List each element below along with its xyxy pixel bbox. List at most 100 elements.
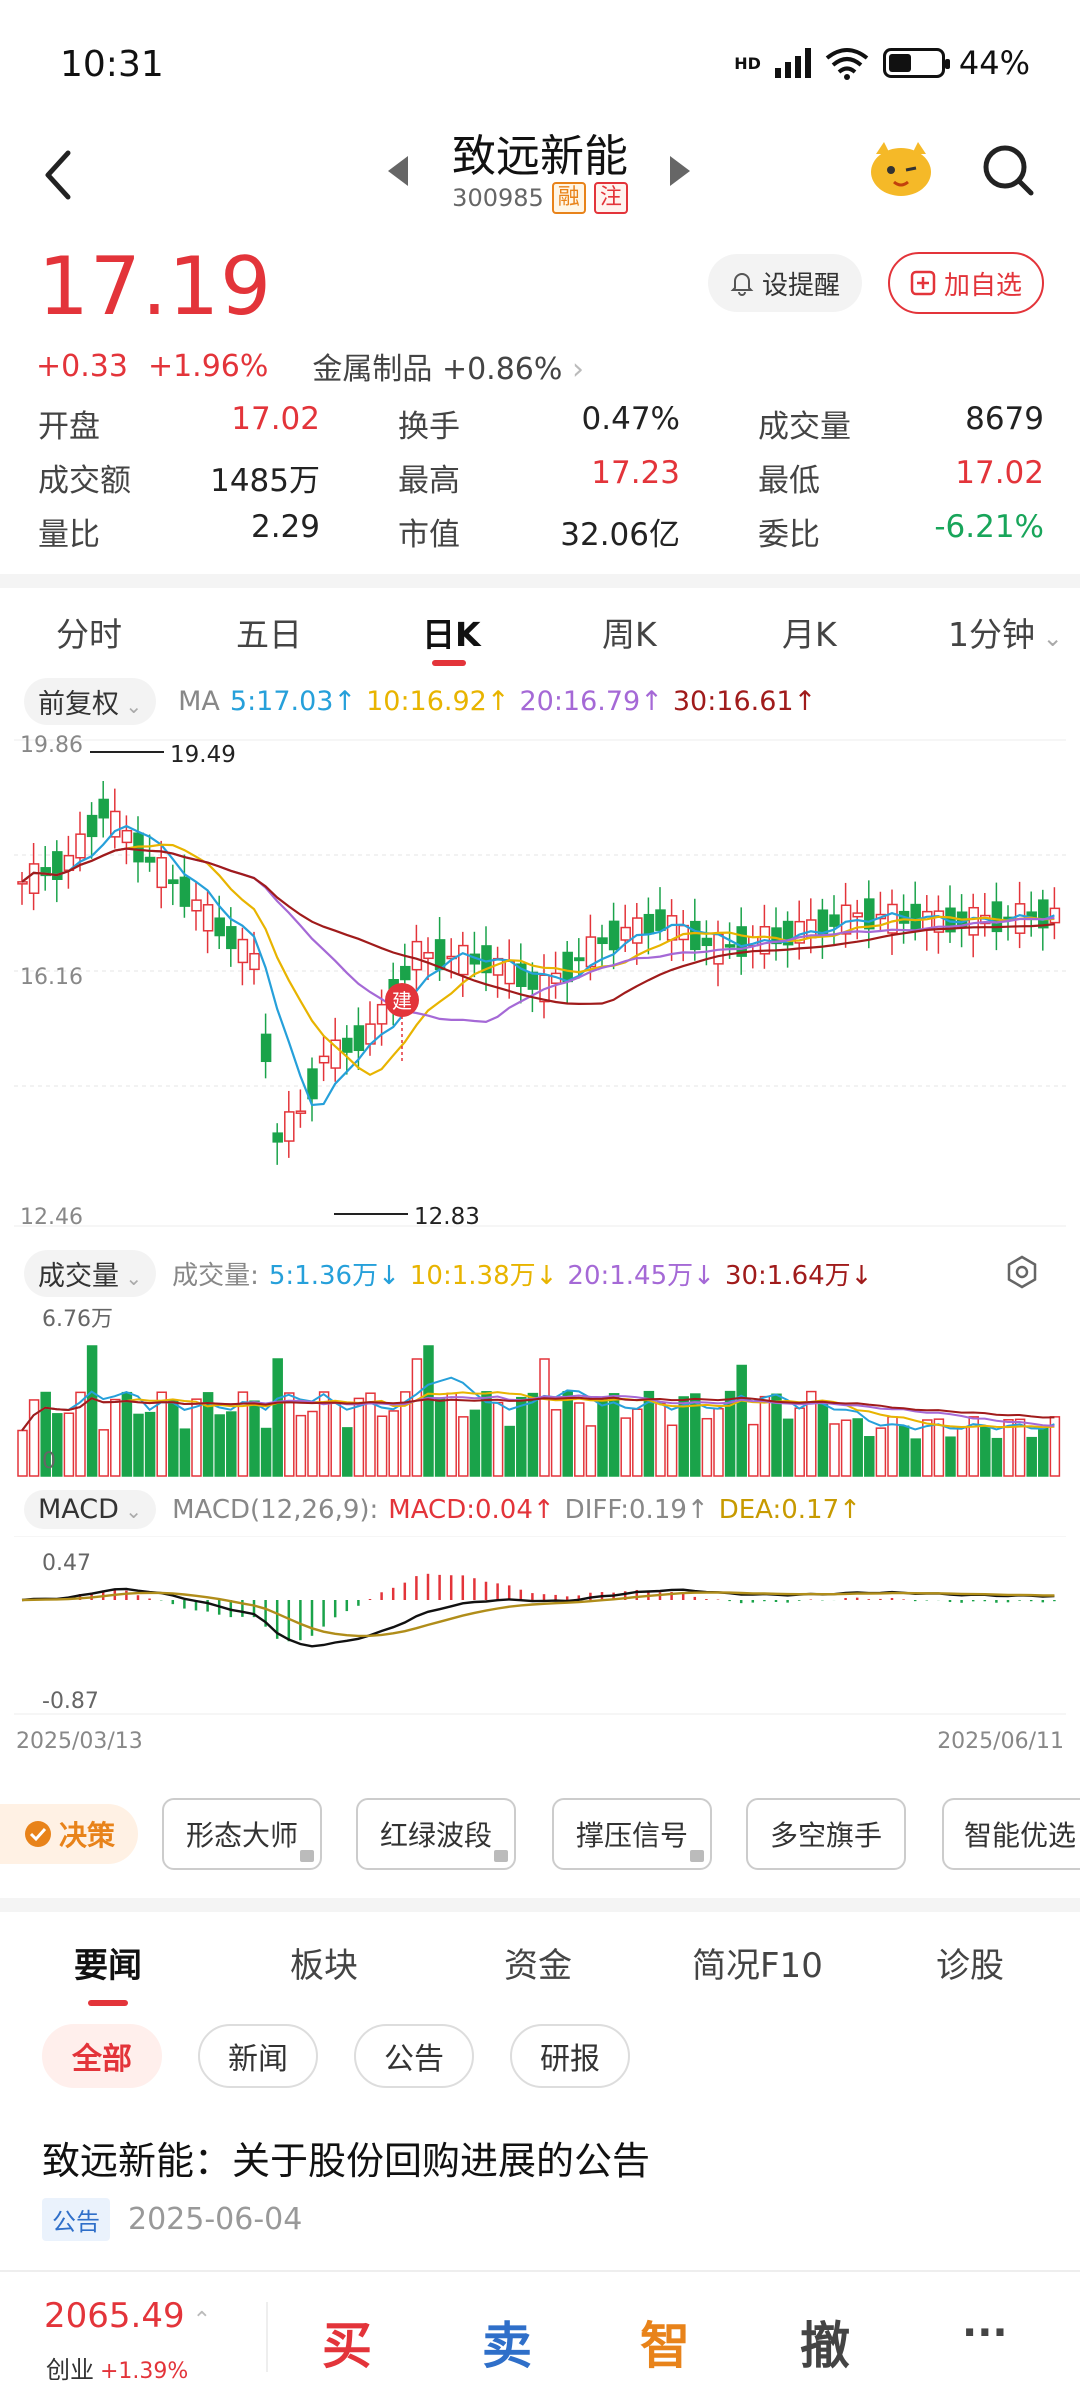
candle-body [690, 920, 701, 951]
date-start: 2025/03/13 [16, 1729, 143, 1754]
volume-bar [28, 1399, 40, 1477]
tool-red-green-band[interactable]: 红绿波段 [356, 1798, 516, 1870]
news-item-title[interactable]: 致远新能：关于股份回购进展的公告 [42, 2139, 651, 2183]
quote-label: 换手 [398, 408, 460, 445]
index-value[interactable]: 2065.49 ⌃ [44, 2296, 211, 2336]
quote-label: 最高 [398, 462, 460, 499]
candle-body [202, 904, 214, 932]
tab-diagnosis[interactable]: 诊股 [936, 1946, 1004, 1986]
chevron-down-icon: ⌄ [119, 1266, 143, 1290]
volume-bar [423, 1345, 434, 1477]
tool-support-signal[interactable]: 撑压信号 [552, 1798, 712, 1870]
sell-button[interactable]: 卖 [482, 2317, 532, 2375]
volume-chart[interactable]: 6.76万 0 [0, 1296, 1080, 1480]
diff-value: DIFF:0.19↑ [564, 1494, 709, 1525]
tool-bull-bear[interactable]: 多空旗手 [746, 1798, 906, 1870]
filter-all[interactable]: 全部 [42, 2024, 162, 2088]
volume-bar [620, 1417, 631, 1477]
lock-icon [494, 1850, 508, 1862]
industry-link[interactable]: 金属制品 +0.86% › [312, 344, 584, 388]
candle-body [736, 926, 747, 957]
margin-tag: 融 [551, 182, 586, 214]
candle-body [28, 863, 40, 894]
candle-body [829, 914, 840, 927]
set-reminder-button[interactable]: 设提醒 [708, 254, 862, 312]
candle-body [86, 814, 98, 838]
decision-button[interactable]: 决策 [0, 1804, 138, 1864]
status-time: 10:31 [60, 44, 164, 85]
volume-bar [226, 1411, 237, 1477]
tab-five-day[interactable]: 五日 [236, 615, 302, 654]
candle-body [632, 917, 643, 944]
check-circle-icon [24, 1821, 51, 1847]
smart-button[interactable]: 智 [640, 2317, 690, 2375]
tab-f10[interactable]: 简况F10 [692, 1946, 823, 1986]
filter-news[interactable]: 新闻 [198, 2024, 318, 2088]
tab-timeshare[interactable]: 分时 [56, 615, 122, 654]
macd-select[interactable]: MACD ⌄ [24, 1490, 157, 1529]
section-divider [0, 574, 1080, 588]
status-icons: HD 44% [734, 44, 1030, 82]
quote-row: 成交额 1485万 最高 17.23 最低 17.02 [38, 450, 1044, 504]
prev-stock-icon[interactable] [388, 156, 408, 186]
add-watchlist-button[interactable]: 加自选 [888, 252, 1044, 314]
volume-bar [295, 1414, 307, 1477]
filter-announcement[interactable]: 公告 [354, 2024, 474, 2088]
news-tabs: 要闻 板块 资金 简况F10 诊股 [0, 1938, 1080, 2018]
tab-daily-k[interactable]: 日K [422, 615, 481, 654]
tool-smart-pick[interactable]: 智能优选 [942, 1798, 1080, 1870]
buy-button[interactable]: 买 [322, 2317, 372, 2375]
vol30-value: 30:1.64万↓ [724, 1261, 873, 1291]
add-watchlist-label: 加自选 [943, 270, 1022, 301]
mascot-icon[interactable] [866, 138, 936, 198]
tab-sector[interactable]: 板块 [290, 1946, 358, 1986]
adjust-label: 前复权 [38, 689, 119, 720]
tab-headlines[interactable]: 要闻 [74, 1946, 142, 1986]
news-item-tag: 公告 [42, 2198, 110, 2241]
tab-weekly-k[interactable]: 周K [602, 615, 657, 654]
candlestick-chart[interactable]: 19.86 16.16 12.46 19.49 12.83 建 [0, 722, 1080, 1232]
build-marker-icon[interactable] [385, 983, 419, 1017]
decision-label: 决策 [58, 1819, 115, 1852]
tool-pattern-master[interactable]: 形态大师 [162, 1798, 322, 1870]
candle-body [284, 1111, 295, 1142]
volume-bars [17, 1345, 1061, 1477]
adjust-select[interactable]: 前复权 ⌄ [24, 678, 157, 725]
quote-value: 17.02 [955, 454, 1044, 491]
candle-body [701, 937, 713, 947]
bottom-bar: 2065.49 ⌃ 创业 +1.39% 买 卖 智 撤 ··· [0, 2270, 1080, 2400]
settings-icon[interactable] [1004, 1254, 1040, 1290]
volume-select[interactable]: 成交量 ⌄ [24, 1250, 157, 1297]
tab-monthly-k[interactable]: 月K [782, 615, 837, 654]
back-icon[interactable] [36, 145, 86, 205]
lock-icon [300, 1850, 314, 1862]
macd-legend: MACD ⌄ MACD(12,26,9): MACD:0.04↑ DIFF:0.… [24, 1490, 861, 1529]
macd-chart[interactable]: 0.47 -0.87 2025/03/13 2025/06/11 [0, 1536, 1080, 1756]
cancel-order-button[interactable]: 撤 [800, 2317, 850, 2375]
candle-body [272, 1132, 283, 1143]
more-button[interactable]: ··· [962, 2310, 1008, 2356]
search-icon[interactable] [980, 142, 1036, 198]
candle-body [968, 906, 979, 936]
kline-y-mid: 16.16 [20, 965, 83, 990]
volume-bar [852, 1418, 863, 1477]
volume-bar [411, 1358, 423, 1477]
volume-bar [655, 1402, 666, 1477]
volume-bar [342, 1427, 353, 1477]
candle-body [318, 1055, 330, 1064]
candle-body [887, 903, 898, 934]
macd-y-bottom: -0.87 [42, 1689, 99, 1714]
tab-one-minute[interactable]: 1分钟 ⌄ [948, 608, 1063, 656]
candle-body [400, 965, 411, 981]
tool-label: 红绿波段 [379, 1819, 492, 1852]
stock-header: 致远新能 300985 融 注 [0, 120, 1080, 230]
ma20-value: 20:16.79↑ [519, 686, 663, 717]
next-stock-icon[interactable] [670, 156, 690, 186]
tab-capital[interactable]: 资金 [504, 1946, 572, 1986]
volume-bar [388, 1410, 399, 1477]
battery-percent: 44% [958, 44, 1030, 82]
volume-bar [144, 1411, 156, 1477]
vol20-value: 20:1.45万↓ [567, 1261, 715, 1291]
volume-select-label: 成交量 [38, 1261, 119, 1292]
filter-research[interactable]: 研报 [510, 2024, 630, 2088]
